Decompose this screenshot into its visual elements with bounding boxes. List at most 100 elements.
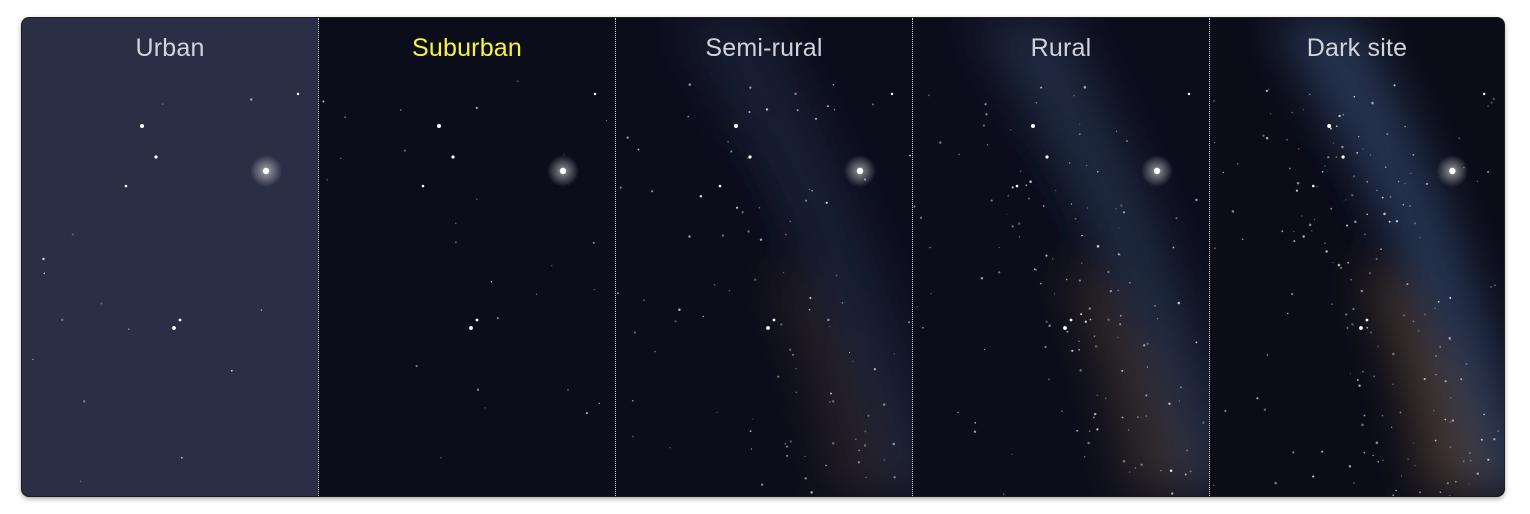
- star-icon: [825, 465, 827, 467]
- star-icon: [1007, 195, 1009, 197]
- star-icon: [1413, 443, 1414, 444]
- star-icon: [1326, 250, 1328, 252]
- star-icon: [1407, 283, 1409, 285]
- star-icon: [1303, 109, 1304, 110]
- star-icon: [643, 299, 645, 301]
- star-icon: [1373, 376, 1375, 378]
- star-icon: [1190, 470, 1192, 472]
- star-icon: [1048, 325, 1050, 327]
- star-icon: [1497, 430, 1499, 432]
- star-icon: [1289, 168, 1291, 170]
- star-icon: [730, 151, 732, 153]
- star-icon: [1079, 280, 1081, 282]
- star-icon: [761, 484, 763, 486]
- star-icon: [1361, 424, 1364, 427]
- star-icon: [804, 456, 805, 457]
- star-icon: [1362, 148, 1363, 149]
- star-icon: [1070, 319, 1073, 322]
- star-icon: [922, 327, 924, 329]
- star-icon: [1003, 493, 1004, 494]
- star-icon: [651, 190, 653, 192]
- star-icon: [1380, 248, 1382, 250]
- star-icon: [1045, 321, 1047, 323]
- star-icon: [809, 189, 810, 190]
- star-icon: [1356, 152, 1358, 154]
- star-icon: [1274, 482, 1277, 485]
- star-icon: [867, 415, 869, 417]
- star-icon: [599, 403, 600, 404]
- star-icon: [1213, 484, 1215, 486]
- star-icon: [749, 87, 751, 89]
- star-icon: [1465, 363, 1467, 365]
- star-icon: [1449, 339, 1451, 341]
- star-icon: [909, 155, 911, 157]
- star-icon: [1444, 380, 1446, 382]
- star-icon: [1424, 378, 1426, 380]
- star-icon: [1321, 451, 1323, 453]
- star-icon: [1119, 323, 1121, 325]
- star-icon: [1123, 211, 1125, 213]
- star-icon: [1076, 430, 1078, 432]
- star-icon: [1435, 355, 1437, 357]
- star-icon: [1084, 456, 1085, 457]
- star-icon: [829, 401, 831, 403]
- star-icon: [991, 200, 993, 202]
- star-icon: [874, 368, 876, 370]
- star-icon: [231, 370, 233, 372]
- star-icon: [883, 459, 885, 461]
- star-icon: [987, 144, 988, 145]
- star-icon: [1420, 237, 1421, 238]
- star-icon: [785, 443, 786, 444]
- star-icon: [1460, 378, 1462, 380]
- star-icon: [1154, 305, 1155, 306]
- star-icon: [1327, 156, 1329, 158]
- star-icon: [1055, 190, 1056, 191]
- star-icon: [790, 440, 792, 442]
- star-icon: [1293, 231, 1294, 232]
- panel-rural[interactable]: Rural: [912, 18, 1209, 496]
- star-icon: [1458, 137, 1460, 139]
- star-icon: [1146, 343, 1148, 345]
- star-icon: [1352, 308, 1354, 310]
- star-icon: [1287, 313, 1288, 314]
- star-icon: [1366, 213, 1368, 215]
- star-icon: [1071, 203, 1072, 204]
- star-icon: [742, 211, 744, 213]
- star-icon: [1089, 430, 1091, 432]
- star-icon: [1078, 349, 1080, 351]
- star-icon: [80, 480, 82, 482]
- star-icon: [1214, 142, 1215, 143]
- panel-semi-rural[interactable]: Semi-rural: [615, 18, 912, 496]
- panel-suburban[interactable]: Suburban: [318, 18, 615, 496]
- star-icon: [1338, 264, 1341, 267]
- star-icon: [181, 457, 183, 459]
- star-icon: [1097, 171, 1099, 173]
- star-icon: [1327, 124, 1331, 128]
- star-icon: [263, 168, 269, 174]
- star-icon: [836, 275, 838, 277]
- star-icon: [179, 319, 182, 322]
- panel-urban[interactable]: Urban: [22, 18, 318, 496]
- star-icon: [832, 400, 835, 403]
- star-icon: [669, 447, 670, 448]
- star-icon: [422, 185, 425, 188]
- star-icon: [128, 328, 129, 329]
- star-icon: [1445, 419, 1447, 421]
- star-icon: [1349, 465, 1351, 467]
- star-icon: [872, 103, 874, 105]
- star-icon: [789, 348, 792, 351]
- star-icon: [1232, 210, 1235, 213]
- star-icon: [727, 141, 728, 142]
- star-icon: [1048, 378, 1050, 380]
- star-icon: [1202, 421, 1204, 423]
- star-icon: [1351, 279, 1352, 280]
- star-icon: [1145, 394, 1147, 396]
- star-icon: [1270, 113, 1271, 114]
- star-icon: [1298, 148, 1299, 149]
- star-icon: [1242, 239, 1243, 240]
- star-icon: [999, 247, 1000, 248]
- star-icon: [1122, 416, 1124, 418]
- sky-view-suburban: [319, 18, 615, 496]
- panel-dark-site[interactable]: Dark site: [1209, 18, 1504, 496]
- star-icon: [1117, 337, 1118, 338]
